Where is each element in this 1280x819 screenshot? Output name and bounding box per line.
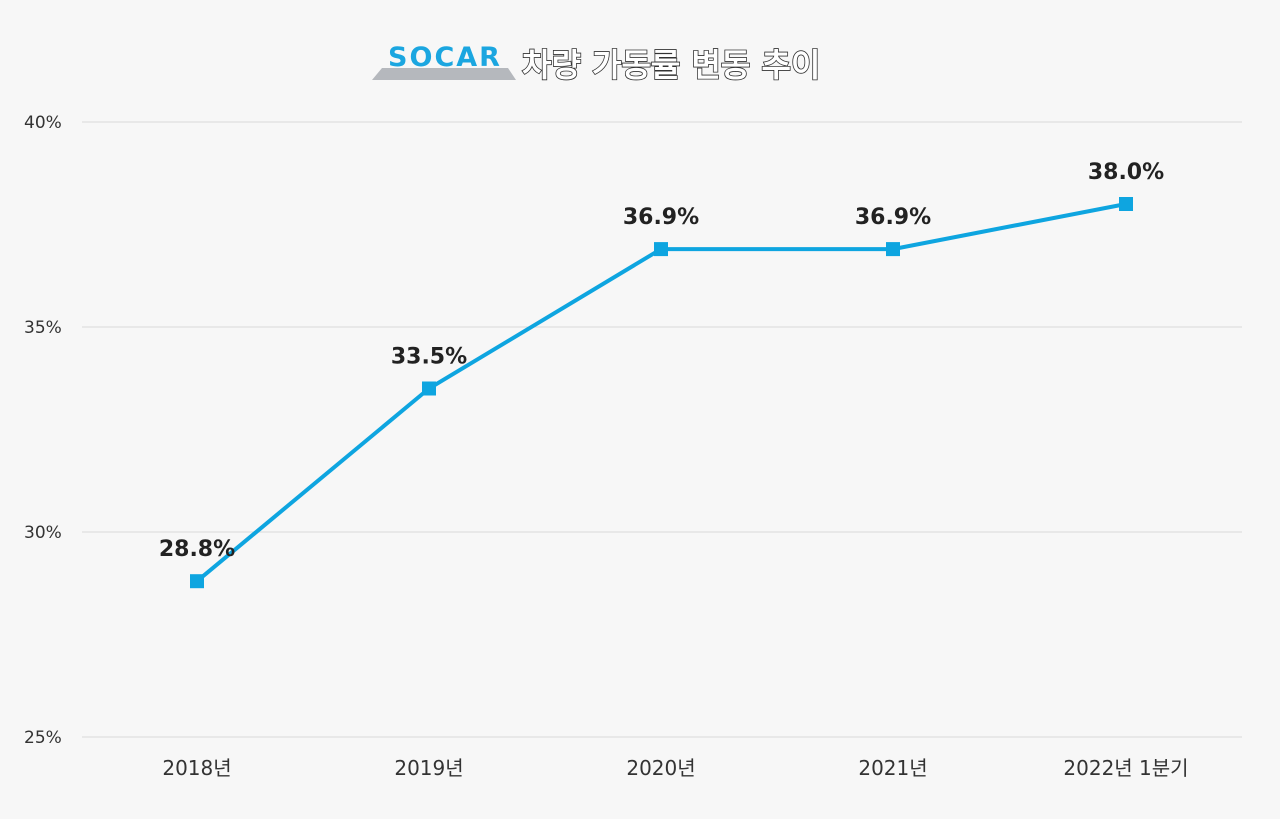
series-layer <box>190 197 1133 589</box>
x-tick-label: 2018년 <box>162 756 231 780</box>
data-point-marker <box>422 381 436 396</box>
data-label: 28.8% <box>159 537 235 562</box>
x-tick-label: 2020년 <box>626 756 695 780</box>
data-labels: 28.8% 33.5% 36.9% 36.9% 38.0% <box>159 160 1164 562</box>
x-tick-label: 2022년 1분기 <box>1063 756 1188 780</box>
y-tick-label: 35% <box>24 318 62 338</box>
logo-text: SOCAR <box>388 42 502 73</box>
logo-underline <box>372 68 516 80</box>
x-tick-label: 2019년 <box>394 756 463 780</box>
y-tick-label: 30% <box>24 523 62 543</box>
y-axis-ticks: 25% 30% 35% 40% <box>24 113 62 748</box>
x-axis-ticks: 2018년 2019년 2020년 2021년 2022년 1분기 <box>162 756 1188 780</box>
x-tick-label: 2021년 <box>858 756 927 780</box>
data-label: 33.5% <box>391 345 467 370</box>
y-tick-label: 40% <box>24 113 62 133</box>
data-label: 38.0% <box>1088 160 1164 185</box>
data-label: 36.9% <box>623 205 699 230</box>
data-label: 36.9% <box>855 205 931 230</box>
data-point-marker <box>654 242 668 257</box>
socar-logo: SOCAR <box>372 42 516 80</box>
chart-header: SOCAR 차량 가동률 변동 추이 <box>372 42 821 85</box>
data-point-marker <box>1119 197 1133 211</box>
data-point-marker <box>886 242 900 257</box>
data-point-marker <box>190 574 204 589</box>
grid-lines <box>82 121 1242 738</box>
y-tick-label: 25% <box>24 728 62 748</box>
chart-title: 차량 가동률 변동 추이 <box>522 46 820 84</box>
series-line <box>195 202 1127 583</box>
